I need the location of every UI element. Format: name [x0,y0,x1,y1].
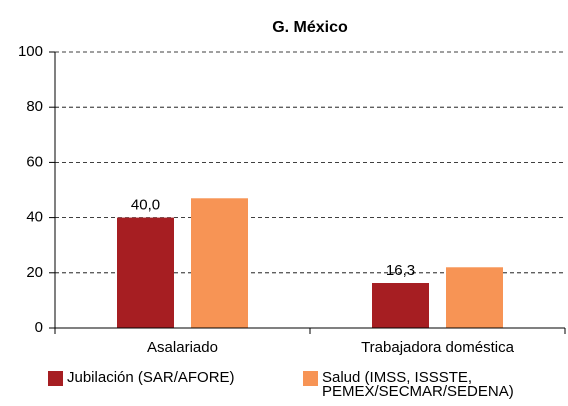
bar [372,283,429,328]
bar [117,217,174,328]
y-tick-label: 40 [26,209,43,226]
y-tick-label: 60 [26,153,43,170]
x-tick-label: Asalariado [147,339,218,356]
bar [446,267,503,328]
y-tick-label: 80 [26,98,43,115]
legend-label: Jubilación (SAR/AFORE) [67,369,235,386]
legend-swatch [48,371,63,386]
chart-title: G. México [272,19,348,36]
x-tick-label: Trabajadora doméstica [361,339,515,356]
y-tick-label: 100 [18,43,43,60]
data-label: 16,3 [386,262,415,279]
bar [191,198,248,328]
legend-item: Jubilación (SAR/AFORE) [48,369,298,386]
legend-swatch [303,371,318,386]
y-tick-label: 20 [26,264,43,281]
legend-item: Salud (IMSS, ISSSTE, PEMEX/SECMAR/SEDENA… [303,369,558,400]
y-tick-label: 0 [35,319,43,336]
legend-label: Salud (IMSS, ISSSTE, PEMEX/SECMAR/SEDENA… [322,369,514,400]
data-label: 40,0 [131,197,160,214]
